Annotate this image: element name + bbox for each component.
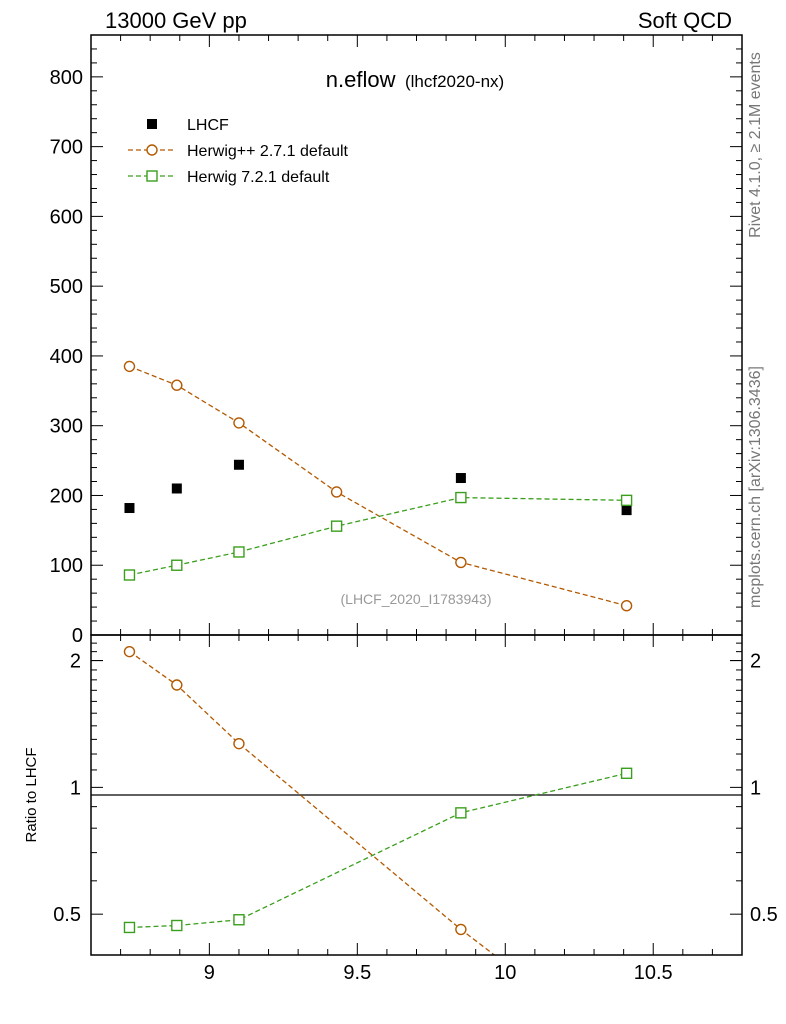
source-citation-label: mcplots.cern.ch [arXiv:1306.3436] <box>747 366 764 608</box>
ratio-y-tick-label-right: 1 <box>750 777 761 799</box>
top-point-herwig-7-2-1-default <box>620 494 633 507</box>
legend-label: Herwig++ 2.7.1 default <box>187 143 349 160</box>
rivet-version-label: Rivet 4.1.0, ≥ 2.1M events <box>747 52 764 238</box>
top-y-tick-label: 700 <box>50 137 83 159</box>
header-category-label: Soft QCD <box>638 8 732 33</box>
top-y-tick-label: 200 <box>50 485 83 507</box>
legend-entry-lhcf: LHCF <box>147 117 229 134</box>
top-point-herwig-7-2-1-default <box>330 520 343 532</box>
top-point-lhcf <box>621 505 632 516</box>
x-tick-label: 9 <box>204 962 215 984</box>
top-point-herwig-7-2-1-default <box>171 559 183 571</box>
legend-marker <box>146 144 158 156</box>
top-y-tick-label: 300 <box>50 416 83 438</box>
x-tick-label: 10.5 <box>634 962 673 984</box>
legend-entry-herwig-2-7-1-default: Herwig++ 2.7.1 default <box>128 143 349 160</box>
top-series-herwig-2-7-1-default <box>123 360 633 612</box>
ratio-point-herwig-2-7-1-default <box>455 923 467 936</box>
watermark-label: (LHCF_2020_I1783943) <box>341 591 492 607</box>
top-point-herwig-2-7-1-default <box>455 556 467 569</box>
x-tick-label: 10 <box>494 962 516 984</box>
ratio-series-herwig-7-2-1-default <box>123 767 633 934</box>
top-series-herwig-7-2-1-default <box>123 491 633 581</box>
ratio-plot-panel: 0.5 0.5 1 1 2 2 9 9.5 10 10.5 Ratio to LHCF <box>23 634 778 984</box>
ratio-point-herwig-7-2-1-default <box>123 921 136 934</box>
top-point-herwig-7-2-1-default <box>233 546 245 558</box>
top-point-lhcf <box>455 473 466 484</box>
legend: LHCF Herwig++ 2.7.1 default Herwig 7.2.1 d… <box>128 117 349 186</box>
legend-marker <box>146 170 158 182</box>
ratio-point-herwig-2-7-1-default <box>233 737 245 750</box>
ratio-y-tick-label: 2 <box>70 651 81 673</box>
top-y-tick-label: 400 <box>50 346 83 368</box>
top-point-herwig-7-2-1-default <box>123 569 136 581</box>
top-y-tick-label: 100 <box>50 555 83 577</box>
ratio-point-herwig-7-2-1-default <box>455 807 467 819</box>
legend-label: LHCF <box>187 117 229 134</box>
top-point-lhcf <box>124 503 135 514</box>
ratio-line-herwig-7-2-1-default <box>129 772 627 929</box>
top-point-herwig-7-2-1-default <box>455 491 467 504</box>
plot-title-main: n.eflow <box>326 67 396 92</box>
top-series-lhcf <box>124 459 632 516</box>
ratio-y-tick-label-right: 0.5 <box>750 904 778 926</box>
plot-title-sub: (lhcf2020-nx) <box>405 72 504 91</box>
top-point-herwig-2-7-1-default <box>330 486 343 498</box>
top-line-herwig-7-2-1-default <box>129 496 627 576</box>
ratio-point-herwig-7-2-1-default <box>233 914 245 926</box>
legend-marker <box>147 119 157 129</box>
main-plot-panel: (LHCF_2020_I1783943) n.eflow (lhcf2020-n… <box>50 34 743 647</box>
top-point-herwig-2-7-1-default <box>620 599 633 612</box>
legend-entry-herwig-7-2-1-default: Herwig 7.2.1 default <box>128 169 330 186</box>
ratio-point-herwig-2-7-1-default <box>123 645 136 658</box>
top-y-tick-label: 600 <box>50 206 83 228</box>
top-point-lhcf <box>233 459 244 470</box>
ratio-axis-label: Ratio to LHCF <box>23 747 40 842</box>
plot-title: n.eflow (lhcf2020-nx) <box>326 67 504 92</box>
top-y-tick-label: 800 <box>50 67 83 89</box>
top-y-tick-label: 0 <box>72 625 83 647</box>
ratio-point-herwig-7-2-1-default <box>620 767 633 779</box>
top-line-herwig-2-7-1-default <box>129 365 627 607</box>
x-tick-label: 9.5 <box>343 962 371 984</box>
top-point-herwig-2-7-1-default <box>171 379 183 391</box>
top-point-herwig-2-7-1-default <box>233 417 245 429</box>
legend-label: Herwig 7.2.1 default <box>187 169 330 186</box>
top-point-herwig-2-7-1-default <box>123 360 136 373</box>
top-point-lhcf <box>171 483 182 494</box>
ratio-y-tick-label: 1 <box>70 777 81 799</box>
bottom-panel-frame <box>90 634 743 956</box>
ratio-point-herwig-7-2-1-default <box>171 919 183 932</box>
ratio-y-tick-label-right: 2 <box>750 651 761 673</box>
top-y-tick-label: 500 <box>50 276 83 298</box>
header-energy-label: 13000 GeV pp <box>105 8 247 33</box>
ratio-point-herwig-2-7-1-default <box>171 679 183 691</box>
ratio-y-tick-label: 0.5 <box>53 904 81 926</box>
ratio-series-herwig-2-7-1-default <box>123 645 496 955</box>
